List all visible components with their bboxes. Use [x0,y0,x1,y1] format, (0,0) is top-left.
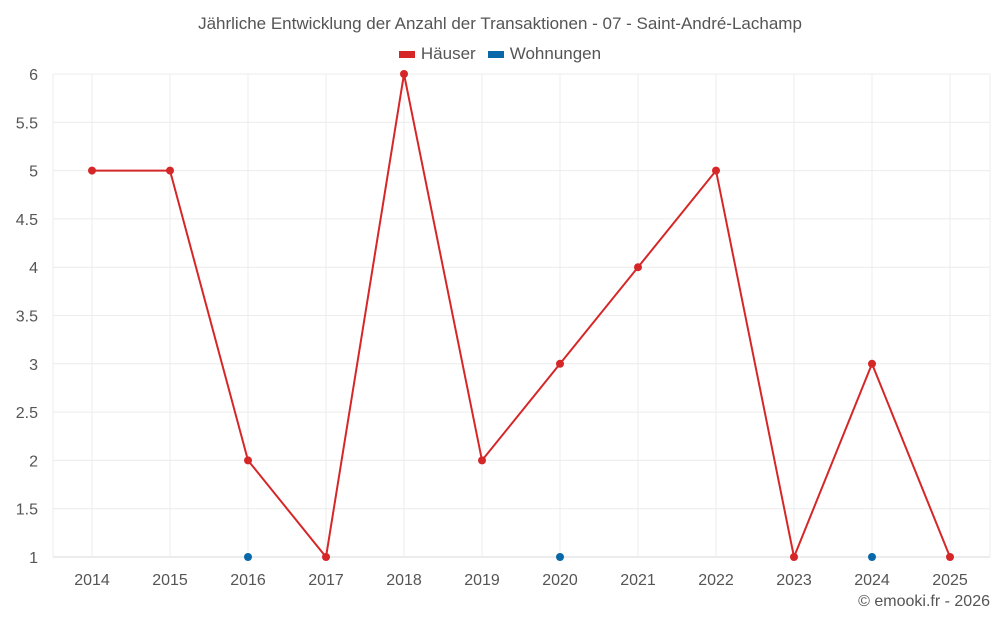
data-point[interactable] [478,456,486,465]
x-tick-label: 2019 [464,572,500,589]
grid-lines [52,73,991,558]
legend-label-wohnungen: Wohnungen [509,44,602,63]
data-point[interactable] [868,553,876,561]
legend-item-wohnungen[interactable]: Wohnungen [487,44,602,64]
data-point[interactable] [166,166,174,175]
x-tick-label: 2015 [152,572,188,589]
y-tick-label: 2.5 [16,405,38,422]
y-axis: 1 1.5 2 2.5 3 3.5 4 4.5 5 5.5 6 [16,67,38,567]
copyright-footer: © emooki.fr - 2026 [858,593,990,610]
data-point[interactable] [868,359,876,368]
x-tick-label: 2023 [776,572,812,589]
chart-title: Jährliche Entwicklung der Anzahl der Tra… [198,14,802,33]
x-tick-label: 2017 [308,572,344,589]
legend-swatch-haeuser [398,50,415,58]
x-axis: 2014 2015 2016 2017 2018 2019 2020 2021 2022 2023… [74,572,968,589]
x-tick-label: 2025 [932,572,968,589]
y-tick-label: 3.5 [16,309,38,326]
series-line [92,73,951,561]
y-tick-label: 3 [29,357,38,374]
x-tick-label: 2024 [854,572,890,589]
data-point[interactable] [400,70,408,78]
x-tick-label: 2016 [230,572,266,589]
y-tick-label: 1.5 [16,502,38,519]
data-point[interactable] [556,553,564,561]
data-point[interactable] [712,166,720,175]
data-point[interactable] [244,553,252,561]
y-tick-label: 1 [29,550,38,567]
y-tick-label: 4.5 [16,212,38,229]
legend: Häuser Wohnungen [0,44,1000,64]
x-tick-label: 2014 [74,572,110,589]
y-tick-label: 4 [29,260,38,277]
data-point[interactable] [244,456,252,465]
legend-item-haeuser[interactable]: Häuser [398,44,476,64]
x-tick-label: 2018 [386,572,422,589]
y-tick-label: 2 [29,453,38,470]
data-point[interactable] [88,166,96,175]
series-layer [88,70,954,561]
legend-swatch-wohnungen [487,50,504,58]
y-tick-label: 5 [29,164,38,181]
data-point[interactable] [556,359,564,368]
x-tick-label: 2021 [620,572,656,589]
x-tick-label: 2020 [542,572,578,589]
legend-label-haeuser: Häuser [420,44,476,63]
x-tick-label: 2022 [698,572,734,589]
data-point[interactable] [322,553,330,561]
y-tick-label: 5.5 [16,115,38,132]
y-tick-label: 6 [29,67,38,84]
data-point[interactable] [790,553,798,561]
data-point[interactable] [634,263,642,272]
data-point[interactable] [946,553,954,561]
